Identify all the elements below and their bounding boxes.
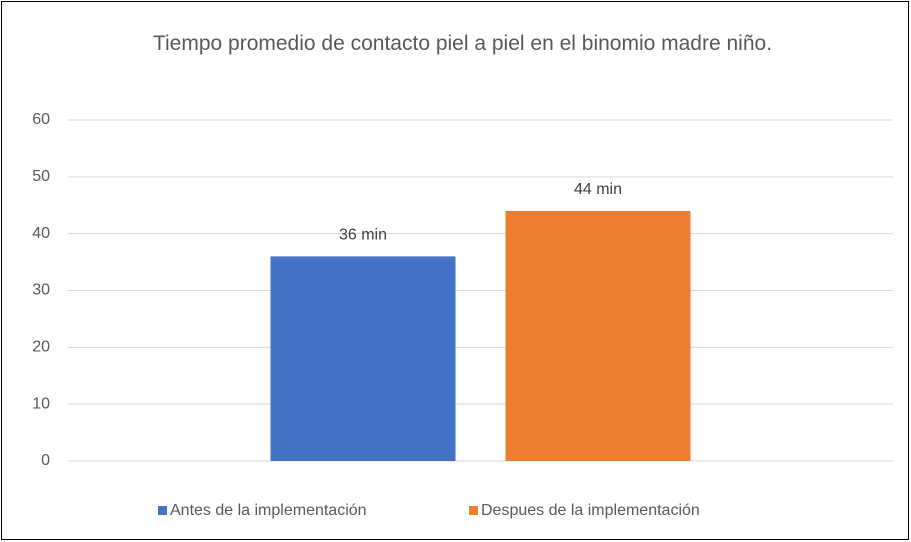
legend-swatch [469, 506, 478, 515]
y-tick-label: 40 [32, 225, 50, 242]
legend-label: Antes de la implementación [170, 502, 367, 519]
bar [505, 210, 691, 461]
chart-title: Tiempo promedio de contacto piel a piel … [152, 32, 773, 55]
y-tick-label: 10 [32, 395, 50, 412]
legend-label: Despues de la implementación [481, 502, 700, 519]
legend-swatch [158, 506, 167, 515]
y-tick-label: 50 [32, 168, 50, 185]
y-tick-label: 0 [41, 452, 50, 469]
y-tick-label: 30 [32, 282, 50, 299]
data-label: 44 min [574, 181, 622, 198]
y-tick-label: 20 [32, 339, 50, 356]
data-label: 36 min [339, 227, 387, 244]
y-tick-label: 60 [32, 111, 50, 128]
bar [270, 256, 456, 461]
